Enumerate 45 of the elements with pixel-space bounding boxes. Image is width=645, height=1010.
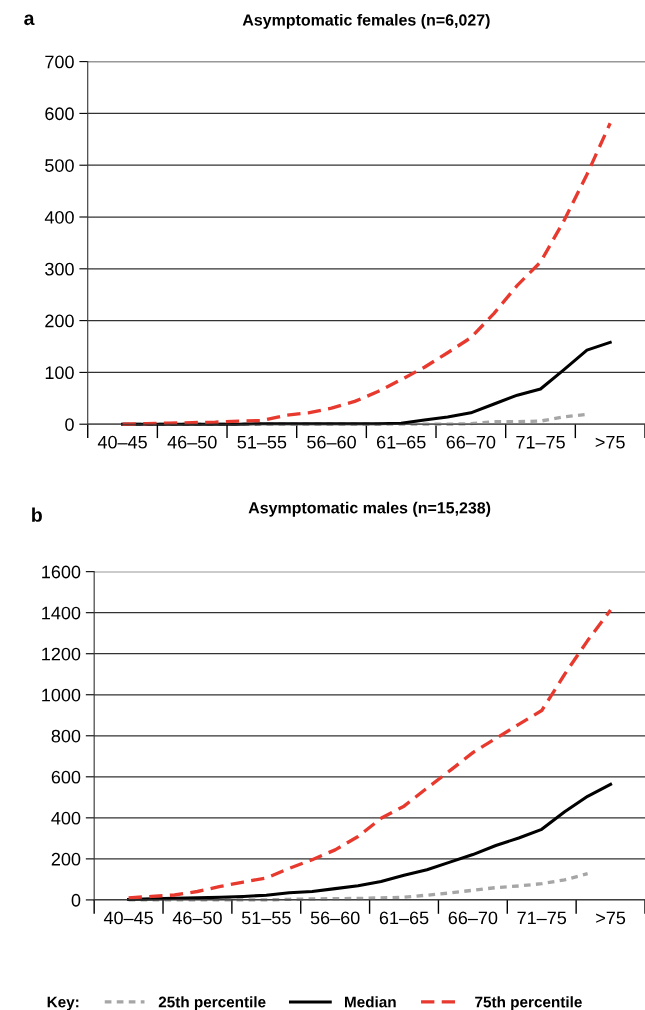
line-series [120,121,612,426]
y-tick-label: 800 [51,729,81,743]
x-tick-label: 56–60 [307,435,356,449]
y-tick-label: 1200 [42,647,81,661]
line-series [126,608,613,900]
text: a [24,14,35,26]
y-tick-label: 0 [71,893,81,907]
legend-title: Key: [47,996,79,1010]
x-tick-label: >75 [595,435,625,449]
y-tick-label: 400 [51,811,81,825]
y-tick-label: 1400 [42,606,81,620]
x-tick-label: 40–45 [103,911,153,925]
text: b [32,507,42,522]
x-tick-label: 61–65 [377,435,426,449]
legend-label: 75th percentile [475,996,582,1010]
x-tick-label: 61–65 [379,911,429,925]
y-tick-label: 200 [45,314,74,328]
line-series [126,871,590,902]
x-tick-label: 46–50 [172,911,222,925]
y-tick-label: 0 [65,418,74,431]
x-tick-label: 66–70 [448,911,498,925]
x-tick-label: 71–75 [516,435,565,449]
y-tick-label: 400 [44,210,74,224]
y-tick-label: 300 [45,262,74,276]
y-tick-label: 500 [45,159,74,172]
chart-title: Asymptomatic males (n=15,238) [248,501,491,517]
x-tick-label: 56–60 [310,911,360,925]
y-tick-label: 600 [45,107,74,121]
legend-label: Median [345,996,396,1008]
y-tick-label: 700 [45,55,74,69]
x-tick-label: 66–70 [446,435,496,449]
x-tick-label: >75 [596,911,626,925]
x-tick-label: 51–55 [241,911,291,925]
x-tick-label: 40–45 [97,435,147,449]
x-tick-label: 46–50 [167,435,217,449]
x-tick-label: 51–55 [237,435,287,449]
line-series [127,782,613,902]
chart-title: Asymptomatic females (n=6,027) [242,13,490,29]
legend-label: 25th percentile [158,996,266,1010]
y-tick-label: 100 [45,366,74,380]
y-tick-label: 1000 [42,688,81,702]
y-tick-label: 1600 [42,565,81,579]
y-tick-label: 200 [51,852,81,866]
x-tick-label: 71–75 [517,911,567,925]
y-tick-label: 600 [51,770,81,784]
